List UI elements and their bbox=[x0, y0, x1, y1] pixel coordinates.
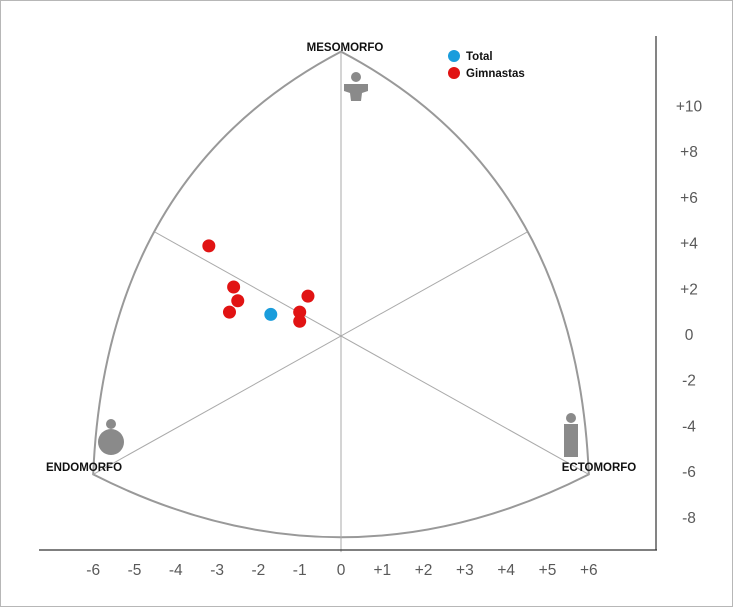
y-tick-label: +4 bbox=[680, 236, 698, 253]
x-tick-label: +6 bbox=[580, 562, 598, 579]
data-point-gimnastas bbox=[222, 305, 236, 319]
somatotype-figures bbox=[98, 72, 578, 457]
y-tick-label: 0 bbox=[685, 327, 694, 344]
y-tick-label: -2 bbox=[682, 373, 696, 390]
legend-marker-total bbox=[448, 50, 460, 62]
y-tick-label: -6 bbox=[682, 464, 696, 481]
x-tick-label: +3 bbox=[456, 562, 474, 579]
inner-line-endo-meso bbox=[154, 231, 590, 475]
x-tick-labels: -6 -5 -4 -3 -2 -1 0 +1 +2 +3 +4 +5 +6 bbox=[86, 562, 597, 579]
data-point-gimnastas bbox=[301, 289, 315, 303]
y-tick-label: +2 bbox=[680, 281, 698, 298]
inner-line-endo-ecto bbox=[92, 231, 528, 475]
ectomorph-figure-icon bbox=[564, 413, 578, 457]
x-tick-label: -5 bbox=[128, 562, 142, 579]
mesomorph-figure-icon bbox=[344, 72, 368, 101]
endomorph-figure-icon bbox=[98, 419, 124, 455]
vertex-label-top: MESOMORFO bbox=[307, 42, 384, 54]
data-point-gimnastas bbox=[293, 314, 307, 328]
y-tick-labels: +10 +8 +6 +4 +2 0 -2 -4 -6 -8 bbox=[676, 99, 703, 527]
data-point-total bbox=[264, 307, 278, 321]
data-point-gimnastas bbox=[202, 239, 216, 253]
x-tick-label: +4 bbox=[497, 562, 515, 579]
x-tick-label: -3 bbox=[210, 562, 224, 579]
data-point-gimnastas bbox=[227, 280, 241, 294]
data-point-gimnastas bbox=[231, 294, 245, 308]
x-tick-label: -2 bbox=[252, 562, 266, 579]
legend-item-total: Total bbox=[448, 50, 493, 63]
x-tick-label: -4 bbox=[169, 562, 183, 579]
x-tick-label: +1 bbox=[373, 562, 391, 579]
legend: Total Gimnastas bbox=[448, 50, 525, 80]
x-tick-label: -6 bbox=[86, 562, 100, 579]
y-tick-label: +8 bbox=[680, 144, 698, 161]
data-points bbox=[202, 239, 315, 328]
y-tick-label: -4 bbox=[682, 418, 696, 435]
legend-label-total: Total bbox=[466, 51, 493, 63]
x-tick-label: +5 bbox=[539, 562, 557, 579]
vertex-label-right: ECTOMORFO bbox=[562, 462, 637, 474]
y-tick-label: +10 bbox=[676, 99, 703, 116]
y-tick-label: -8 bbox=[682, 510, 696, 527]
vertex-label-left: ENDOMORFO bbox=[46, 462, 122, 474]
legend-item-gimnastas: Gimnastas bbox=[448, 67, 525, 80]
y-tick-label: +6 bbox=[680, 190, 698, 207]
x-tick-label: 0 bbox=[337, 562, 346, 579]
axes bbox=[39, 36, 657, 551]
x-tick-label: +2 bbox=[415, 562, 433, 579]
data-point-gimnastas bbox=[293, 305, 307, 319]
legend-marker-gimnastas bbox=[448, 67, 460, 79]
x-tick-label: -1 bbox=[293, 562, 307, 579]
somatochart-inner-lines bbox=[92, 51, 590, 553]
legend-label-gimnastas: Gimnastas bbox=[466, 68, 525, 80]
